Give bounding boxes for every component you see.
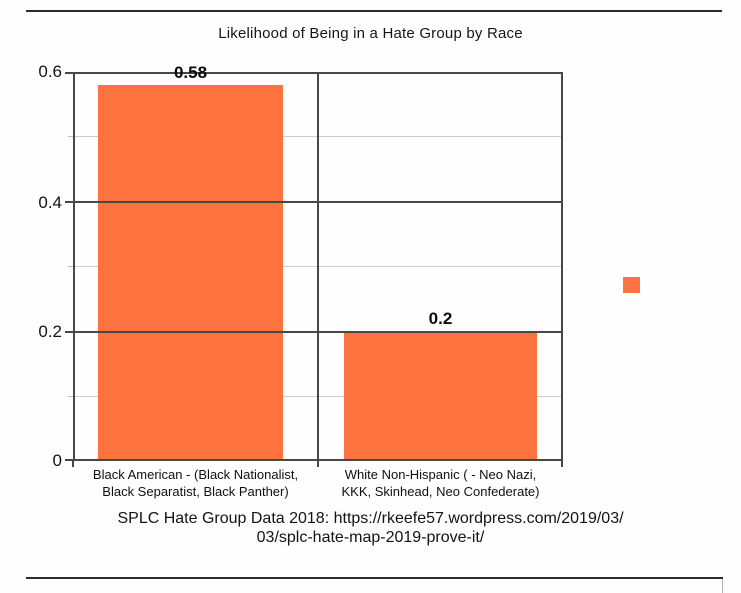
top-divider-line [26,10,722,12]
plot-border-right [561,72,563,461]
bar-black-american [98,85,283,461]
source-caption: SPLC Hate Group Data 2018: https://rkeef… [0,509,741,547]
y-tick-0.5 [68,136,73,137]
source-caption-line: 03/splc-hate-map-2019-prove-it/ [256,529,485,546]
x-category-label-line: White Non-Hispanic ( - Neo Nazi, [344,467,537,482]
y-axis-label-0.6: 0.6 [38,62,62,81]
y-tick-0.1 [68,396,73,397]
plot-area: 0.58 0.2 [65,64,563,467]
x-tick-middle [317,461,319,467]
y-axis-label-0: 0 [52,451,62,470]
bar-white-non-hispanic [344,331,537,461]
x-category-label-line: KKK, Skinhead, Neo Confederate) [341,484,540,499]
x-tick-right [561,461,563,467]
y-tick-0.4 [65,201,73,203]
bottom-divider-line [26,577,723,579]
bar-value-label: 0.58 [173,63,208,82]
category-divider-line [317,72,319,461]
x-category-label-line: Black American - (Black Nationalist, [92,467,299,482]
bottom-right-edge-line [722,579,723,593]
legend-swatch [623,277,640,293]
y-tick-0 [65,459,73,461]
y-tick-0.3 [68,266,73,267]
x-category-label-white-non-hispanic: White Non-Hispanic ( - Neo Nazi, KKK, Sk… [318,466,563,500]
x-category-label-black-american: Black American - (Black Nationalist, Bla… [73,466,318,500]
chart-title: Likelihood of Being in a Hate Group by R… [218,25,523,42]
y-axis-label-0.4: 0.4 [38,193,62,212]
bar-value-label: 0.2 [428,309,453,328]
plot-border-left [73,72,75,461]
y-tick-0.6 [65,72,73,74]
y-tick-0.2 [65,331,73,333]
x-category-label-line: Black Separatist, Black Panther) [102,484,289,499]
source-caption-line: SPLC Hate Group Data 2018: https://rkeef… [117,510,624,527]
x-tick-left [72,461,74,467]
y-axis-label-0.2: 0.2 [38,322,62,341]
